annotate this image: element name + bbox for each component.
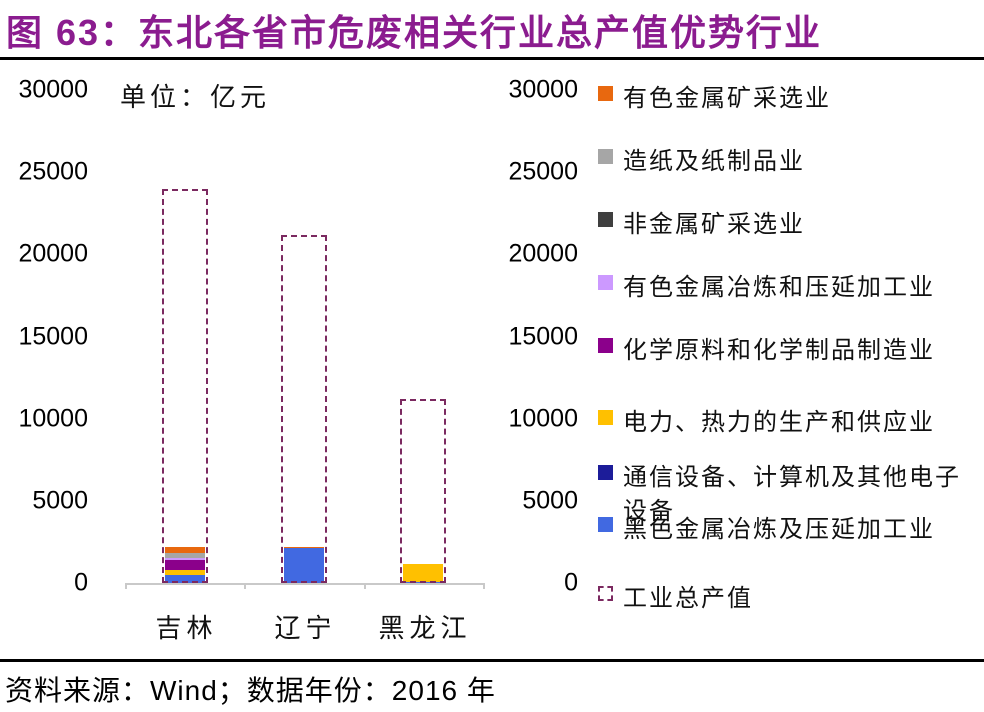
source-line: 资料来源：Wind；数据年份：2016 年 bbox=[5, 675, 496, 706]
legend-color-swatch-icon bbox=[598, 86, 613, 101]
legend-item: 化学原料和化学制品制造业 bbox=[598, 334, 976, 368]
bar-segment bbox=[283, 548, 324, 583]
x-axis-line bbox=[125, 583, 483, 585]
x-category-label: 辽宁 bbox=[274, 613, 337, 643]
legend-item: 电力、热力的生产和供应业 bbox=[598, 406, 976, 440]
legend-color-swatch-icon bbox=[598, 212, 613, 227]
bar-segment bbox=[164, 546, 205, 554]
footer-divider bbox=[0, 659, 984, 662]
legend-label: 化学原料和化学制品制造业 bbox=[623, 337, 935, 364]
legend-label: 非金属矿采选业 bbox=[623, 211, 805, 238]
legend-label: 工业总产值 bbox=[623, 585, 753, 612]
legend-item: 通信设备、计算机及其他电子设备 bbox=[598, 461, 976, 529]
legend-color-swatch-icon bbox=[598, 517, 613, 532]
legend-color-swatch-icon bbox=[598, 465, 613, 480]
x-category-label: 吉林 bbox=[155, 613, 218, 643]
total-output-outline-bar bbox=[400, 398, 446, 583]
y-tick-label: 20000 bbox=[18, 239, 88, 268]
y-tick-label: 15000 bbox=[508, 322, 578, 350]
y-tick-label: 0 bbox=[74, 568, 88, 597]
y-tick-label: 25000 bbox=[18, 157, 88, 186]
bar-segment bbox=[283, 546, 324, 549]
legend-label: 造纸及纸制品业 bbox=[623, 148, 805, 175]
figure-title: 图 63：东北各省市危废相关行业总产值优势行业 bbox=[6, 12, 823, 53]
x-axis-tick bbox=[483, 583, 485, 589]
legend-label: 电力、热力的生产和供应业 bbox=[623, 409, 935, 436]
legend-color-swatch-icon bbox=[598, 149, 613, 164]
legend-color-swatch-icon bbox=[598, 338, 613, 353]
bar-segment bbox=[164, 559, 205, 570]
y-tick-label: 5000 bbox=[32, 486, 88, 515]
dashed-outline-swatch-icon bbox=[598, 586, 613, 601]
x-category-label: 黑龙江 bbox=[378, 613, 472, 643]
bar-segment bbox=[164, 569, 205, 575]
y-tick-label: 30000 bbox=[18, 75, 88, 104]
bar-segment bbox=[164, 553, 205, 559]
legend-color-swatch-icon bbox=[598, 275, 613, 290]
legend-item: 造纸及纸制品业 bbox=[598, 145, 976, 179]
y-tick-label: 5000 bbox=[522, 486, 578, 515]
x-axis-tick bbox=[244, 583, 247, 589]
legend-item: 有色金属矿采选业 bbox=[598, 82, 976, 116]
title-divider bbox=[0, 57, 984, 60]
y-tick-label: 10000 bbox=[508, 404, 578, 433]
legend-item: 非金属矿采选业 bbox=[598, 208, 976, 242]
y-tick-label: 20000 bbox=[508, 239, 578, 268]
y-tick-label: 0 bbox=[564, 568, 578, 597]
legend-label: 通信设备、计算机及其他电子设备 bbox=[623, 464, 961, 525]
x-axis-tick bbox=[125, 583, 127, 589]
y-tick-label: 30000 bbox=[508, 75, 578, 104]
bar-segment bbox=[164, 574, 205, 583]
legend-item: 有色金属冶炼和压延加工业 bbox=[598, 271, 976, 305]
x-axis-tick bbox=[363, 583, 366, 589]
unit-label: 单位：亿元 bbox=[120, 82, 271, 112]
legend-label: 黑色金属冶炼及压延加工业 bbox=[623, 516, 935, 543]
bar-segment bbox=[164, 558, 205, 560]
legend-item: 工业总产值 bbox=[598, 582, 976, 616]
bar-segment bbox=[403, 564, 443, 582]
y-tick-label: 15000 bbox=[18, 322, 88, 350]
total-output-outline-bar bbox=[161, 188, 208, 583]
legend-item: 黑色金属冶炼及压延加工业 bbox=[598, 513, 976, 547]
y-tick-label: 10000 bbox=[18, 404, 88, 433]
legend-label: 有色金属冶炼和压延加工业 bbox=[623, 274, 935, 301]
y-tick-label: 25000 bbox=[508, 157, 578, 186]
total-output-outline-bar bbox=[280, 234, 327, 583]
legend-color-swatch-icon bbox=[598, 410, 613, 425]
legend-label: 有色金属矿采选业 bbox=[623, 85, 831, 112]
